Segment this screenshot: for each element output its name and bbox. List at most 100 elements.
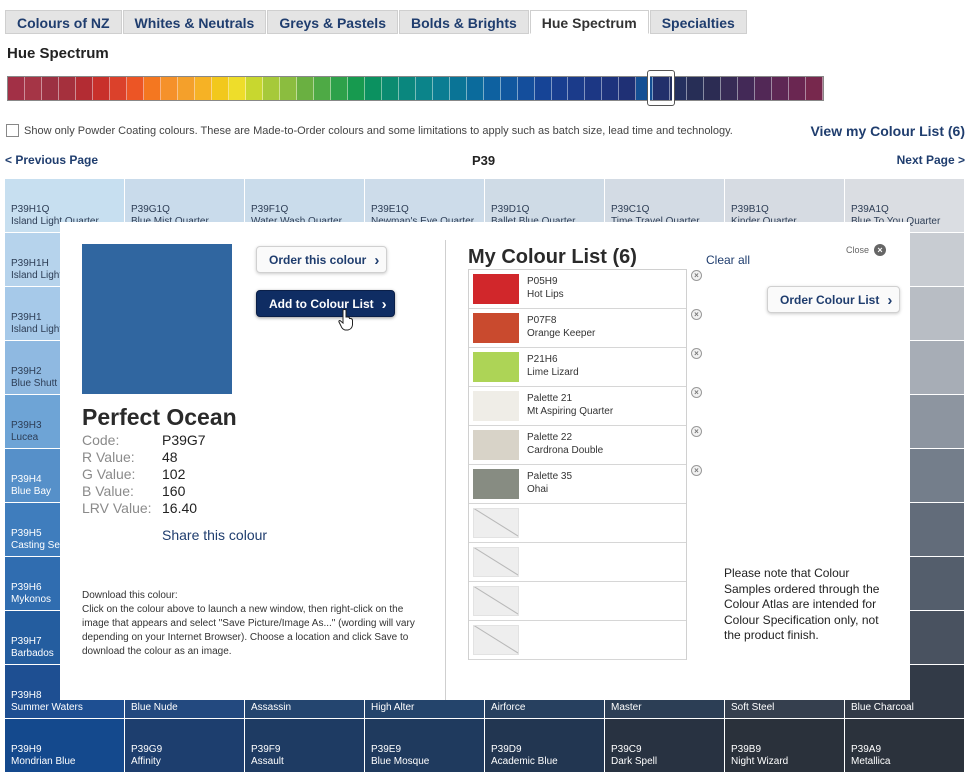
hue-swatch[interactable] <box>670 77 688 100</box>
spec-value: 102 <box>162 466 186 482</box>
tab-bolds-brights[interactable]: Bolds & Brights <box>398 10 529 34</box>
hue-swatch[interactable] <box>534 77 552 100</box>
hue-swatch[interactable] <box>279 77 297 100</box>
add-to-colour-list-button[interactable]: Add to Colour List <box>256 290 395 318</box>
hue-swatch[interactable] <box>160 77 178 100</box>
hue-swatch[interactable] <box>704 77 722 100</box>
hue-swatch[interactable] <box>381 77 399 100</box>
share-colour-link[interactable]: Share this colour <box>162 527 268 543</box>
order-colour-button[interactable]: Order this colour <box>256 246 388 274</box>
tab-whites-neutrals[interactable]: Whites & Neutrals <box>122 10 267 34</box>
hue-swatch[interactable] <box>211 77 229 100</box>
colour-list-swatch[interactable] <box>473 430 519 460</box>
remove-colour-icon[interactable]: × <box>691 426 702 437</box>
remove-colour-icon[interactable]: × <box>691 270 702 281</box>
hue-swatch[interactable] <box>653 77 671 100</box>
colour-list-swatch[interactable] <box>473 469 519 499</box>
hue-swatch[interactable] <box>517 77 535 100</box>
hue-swatch[interactable] <box>466 77 484 100</box>
colour-chip[interactable]: P39B9 Night Wizard <box>725 719 844 772</box>
hue-swatch[interactable] <box>755 77 773 100</box>
empty-slot-placeholder <box>473 547 519 577</box>
close-button[interactable]: Close × <box>846 244 887 256</box>
colour-chip[interactable]: P39C9 Dark Spell <box>605 719 724 772</box>
colour-chip-name: Assault <box>251 756 284 767</box>
hue-swatch[interactable] <box>500 77 518 100</box>
selected-hue-swatch[interactable] <box>647 70 675 106</box>
hue-swatch[interactable] <box>364 77 382 100</box>
view-colour-list-link[interactable]: View my Colour List (6) <box>810 123 965 139</box>
spec-row: B Value: 160 <box>82 483 206 500</box>
colour-chip-name: Lucea <box>11 432 39 443</box>
colour-chip-name: Blue Shutt <box>11 378 58 389</box>
colour-chip-name: Affinity <box>131 756 161 767</box>
hue-swatch[interactable] <box>245 77 263 100</box>
empty-slot-placeholder <box>473 625 519 655</box>
hue-swatch[interactable] <box>789 77 807 100</box>
colour-chip[interactable]: P39H9 Mondrian Blue <box>5 719 124 772</box>
colour-chip-name: Blue Bay <box>11 486 52 497</box>
hue-swatch[interactable] <box>194 77 212 100</box>
hue-swatch[interactable] <box>602 77 620 100</box>
close-icon[interactable]: × <box>874 244 887 256</box>
remove-colour-icon[interactable]: × <box>691 465 702 476</box>
hue-swatch[interactable] <box>143 77 161 100</box>
colour-list-text: P07F8 Orange Keeper <box>527 314 595 340</box>
hue-swatch[interactable] <box>738 77 756 100</box>
tab-hue-spectrum[interactable]: Hue Spectrum <box>529 10 649 34</box>
hue-swatch[interactable] <box>92 77 110 100</box>
remove-colour-icon[interactable]: × <box>691 387 702 398</box>
tab-colours-of-nz[interactable]: Colours of NZ <box>5 10 122 34</box>
colour-list-swatch[interactable] <box>473 391 519 421</box>
colour-list-swatch[interactable] <box>473 313 519 343</box>
colour-list-swatch[interactable] <box>473 274 519 304</box>
hue-swatch[interactable] <box>347 77 365 100</box>
hue-swatch[interactable] <box>415 77 433 100</box>
hue-swatch[interactable] <box>177 77 195 100</box>
hue-swatch[interactable] <box>24 77 42 100</box>
hue-swatch[interactable] <box>228 77 246 100</box>
hue-swatch[interactable] <box>109 77 127 100</box>
colour-preview-swatch[interactable] <box>82 244 232 394</box>
hue-swatch[interactable] <box>75 77 93 100</box>
hue-swatch[interactable] <box>8 77 25 100</box>
remove-colour-icon[interactable]: × <box>691 348 702 359</box>
colour-chip[interactable]: P39F9 Assault <box>245 719 364 772</box>
colour-chip[interactable]: P39E9 Blue Mosque <box>365 719 484 772</box>
colour-list-empty-slot <box>469 582 686 621</box>
clear-all-link[interactable]: Clear all <box>706 253 751 267</box>
next-page-link[interactable]: Next Page > <box>896 153 965 167</box>
hue-swatch[interactable] <box>262 77 280 100</box>
powder-coating-checkbox[interactable] <box>6 124 19 137</box>
hue-swatch[interactable] <box>721 77 739 100</box>
hue-swatch[interactable] <box>568 77 586 100</box>
previous-page-link[interactable]: < Previous Page <box>5 153 99 167</box>
hue-swatch[interactable] <box>551 77 569 100</box>
order-colour-list-button[interactable]: Order Colour List <box>767 286 901 314</box>
hue-swatch[interactable] <box>296 77 314 100</box>
hue-swatch[interactable] <box>449 77 467 100</box>
colour-list-swatch[interactable] <box>473 352 519 382</box>
hue-swatch[interactable] <box>313 77 331 100</box>
hue-swatch[interactable] <box>585 77 603 100</box>
colour-chip-code: P39H2 <box>11 366 42 377</box>
empty-slot-placeholder <box>473 586 519 616</box>
colour-chip[interactable]: P39A9 Metallica <box>845 719 964 772</box>
hue-swatch[interactable] <box>126 77 144 100</box>
hue-swatch[interactable] <box>772 77 790 100</box>
colour-chip[interactable]: P39G9 Affinity <box>125 719 244 772</box>
hue-swatch[interactable] <box>619 77 637 100</box>
hue-swatch[interactable] <box>687 77 705 100</box>
tab-greys-pastels[interactable]: Greys & Pastels <box>267 10 398 34</box>
colour-chip[interactable]: P39D9 Academic Blue <box>485 719 604 772</box>
tab-specialties[interactable]: Specialties <box>649 10 747 34</box>
hue-swatch[interactable] <box>483 77 501 100</box>
hue-swatch[interactable] <box>41 77 59 100</box>
hue-swatch[interactable] <box>806 77 824 100</box>
hue-swatch[interactable] <box>58 77 76 100</box>
remove-colour-icon[interactable]: × <box>691 309 702 320</box>
hue-swatch[interactable] <box>398 77 416 100</box>
hue-swatch[interactable] <box>432 77 450 100</box>
hue-swatch[interactable] <box>330 77 348 100</box>
colour-list-item: P07F8 Orange Keeper <box>469 309 686 348</box>
